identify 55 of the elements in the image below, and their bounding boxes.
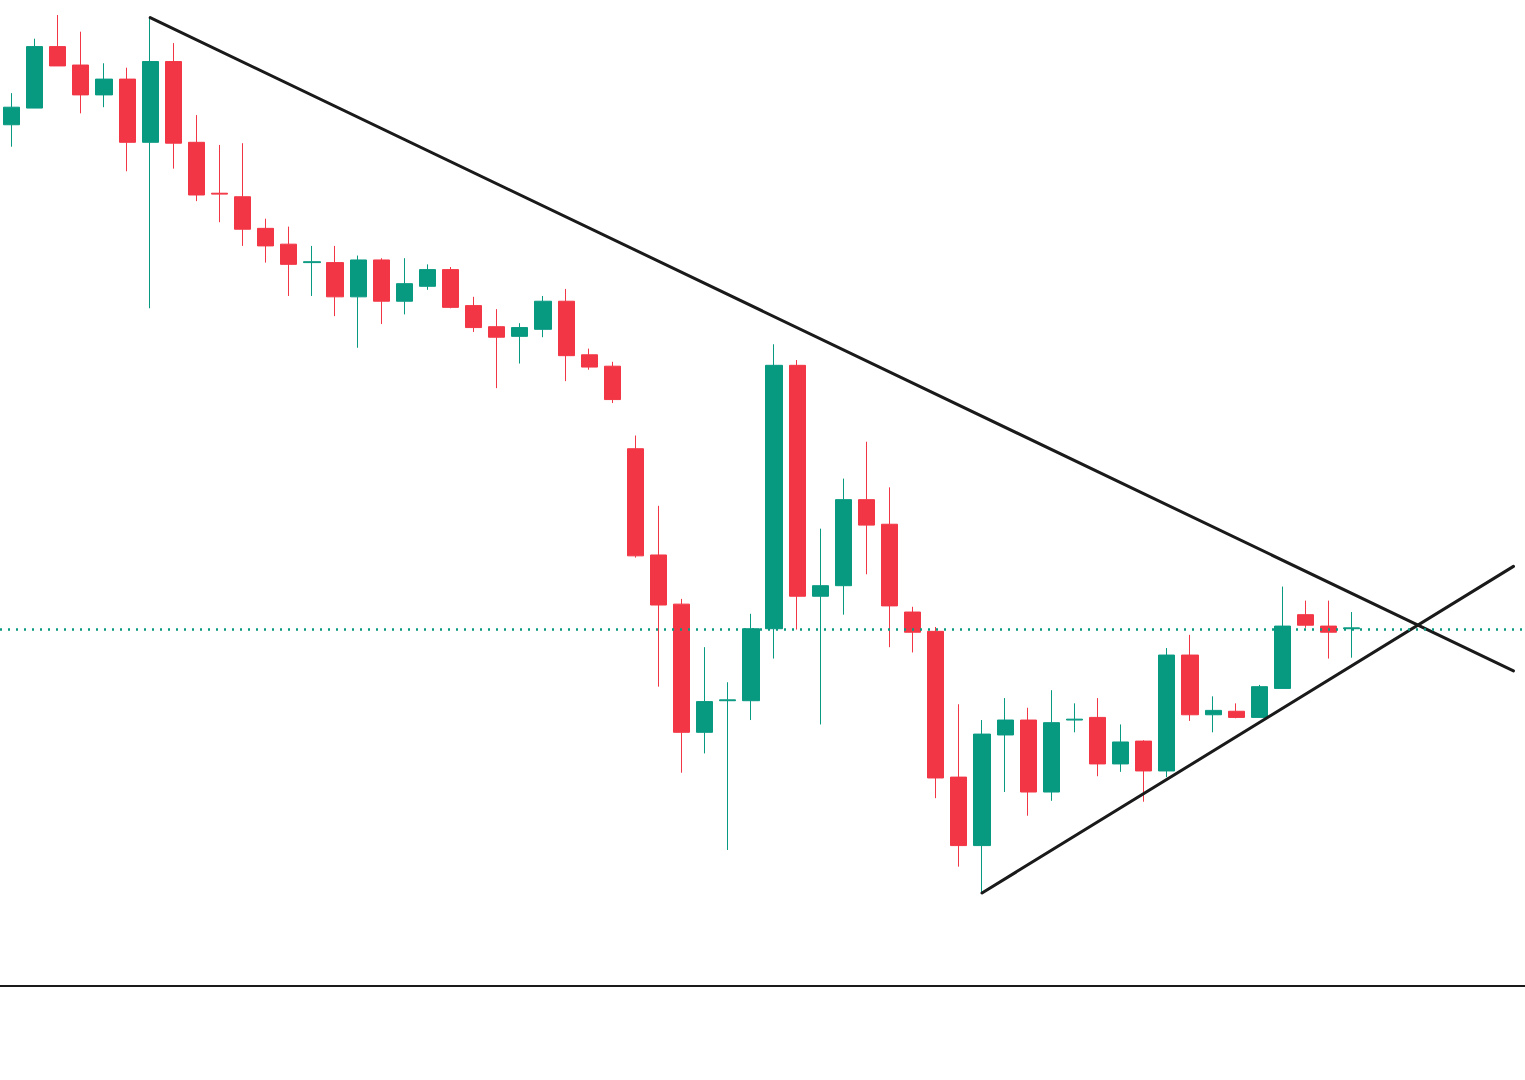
candlestick: [257, 218, 274, 264]
candlestick: [26, 38, 43, 109]
candlestick: [973, 719, 991, 894]
candlestick: [696, 646, 713, 754]
candlestick: [1112, 723, 1129, 773]
candlestick: [442, 266, 459, 309]
candlestick: [188, 114, 205, 202]
candlestick: [835, 478, 852, 616]
candlestick: [719, 681, 736, 851]
candlestick: [350, 255, 367, 349]
candlestick: [789, 359, 806, 631]
candlestick: [142, 17, 159, 309]
candlestick: [49, 14, 66, 67]
candlestick: [1320, 600, 1337, 660]
candlestick: [119, 67, 136, 172]
candlestick: [1158, 647, 1175, 778]
candlestick: [1043, 689, 1060, 802]
candlestick: [373, 257, 390, 325]
candlestick: [1020, 707, 1037, 817]
candlestick: [419, 263, 436, 291]
candlestick: [326, 245, 344, 317]
candlestick: [72, 31, 89, 114]
candlestick: [1181, 634, 1199, 722]
candlestick: [534, 295, 552, 338]
candlestick: [1228, 702, 1245, 719]
candlestick: [280, 226, 297, 297]
candlestick: [511, 322, 528, 365]
candlestick: [858, 441, 875, 575]
candlestick: [396, 257, 413, 315]
candlestick: [812, 528, 829, 725]
candlestick: [950, 703, 967, 868]
candlestick: [211, 144, 228, 223]
candlestick: [581, 348, 598, 371]
candlestick: [465, 296, 482, 333]
candlestick: [165, 42, 182, 170]
candlestick: [1297, 600, 1314, 629]
candlestick: [1251, 684, 1268, 718]
candlestick: [650, 505, 667, 688]
candlestick: [1089, 697, 1106, 777]
candlestick: [997, 697, 1014, 793]
candlestick: [1066, 702, 1083, 733]
candlestick: [673, 598, 690, 774]
candlestick: [3, 92, 20, 148]
candlestick: [927, 626, 944, 799]
candlestick: [303, 245, 321, 297]
candlestick: [1205, 695, 1222, 733]
candlestick: [488, 308, 505, 389]
candlestick: [234, 142, 251, 247]
candlestick: [904, 606, 921, 653]
candlestick: [558, 288, 575, 382]
candlestick: [95, 62, 113, 108]
candlestick: [881, 486, 898, 648]
candlestick: [627, 435, 644, 559]
candlestick: [1135, 739, 1152, 803]
candlestick: [604, 361, 621, 404]
